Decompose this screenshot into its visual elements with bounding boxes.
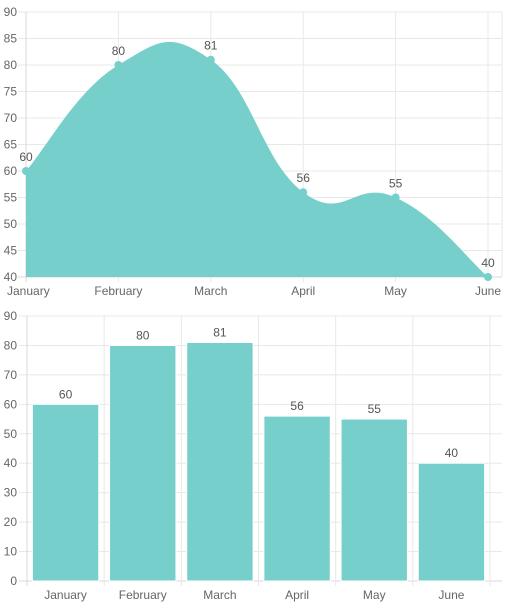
bar-data-label: 56 — [290, 399, 304, 413]
bar-data-label: 81 — [213, 326, 227, 340]
area-y-tick-label: 45 — [4, 244, 18, 258]
area-x-axis: January February March April May June — [7, 284, 501, 298]
bar-chart: 0 10 20 30 40 50 60 70 80 90 January February March… — [4, 309, 502, 602]
area-data-label: 81 — [204, 39, 218, 53]
area-x-tick-label: June — [475, 284, 501, 298]
area-x-tick-label: March — [194, 284, 227, 298]
area-x-tick-label: May — [384, 284, 407, 298]
area-data-label: 55 — [389, 177, 403, 191]
area-x-tick-label: April — [291, 284, 315, 298]
area-series-points — [22, 55, 492, 281]
area-y-tick-label: 85 — [4, 32, 18, 46]
area-y-tick-label: 40 — [4, 270, 18, 284]
area-y-tick-label: 75 — [4, 85, 18, 99]
bar-y-axis: 0 10 20 30 40 50 60 70 80 90 — [4, 309, 18, 588]
bar-x-tick-label: February — [119, 588, 167, 602]
area-data-label: 56 — [297, 171, 311, 185]
area-data-label: 40 — [481, 256, 495, 270]
bar-y-tick-label: 90 — [4, 309, 18, 323]
bar-series — [31, 342, 486, 582]
bar-x-tick-label: March — [203, 588, 236, 602]
bar-y-tick-label: 60 — [4, 397, 18, 411]
area-x-tick-label: January — [7, 284, 50, 298]
bar-data-label: 60 — [59, 387, 73, 401]
bar — [31, 403, 100, 582]
bar-data-label: 80 — [136, 328, 150, 342]
bar-x-tick-label: May — [363, 588, 386, 602]
bar — [186, 342, 254, 582]
bar-y-tick-label: 70 — [4, 368, 18, 382]
bar-y-tick-label: 40 — [4, 456, 18, 470]
area-y-tick-label: 70 — [4, 111, 18, 125]
area-series-fill — [26, 41, 488, 278]
area-data-labels: 60 80 81 56 55 40 — [19, 39, 495, 270]
bar-data-labels: 60 80 81 56 55 40 — [59, 326, 459, 461]
bar-y-tick-label: 10 — [4, 545, 18, 559]
bar-y-tick-label: 30 — [4, 486, 18, 500]
area-y-tick-label: 55 — [4, 191, 18, 205]
bar-y-tick-label: 80 — [4, 338, 18, 352]
area-data-point — [22, 167, 30, 175]
area-data-point — [484, 273, 492, 281]
area-data-point — [299, 188, 308, 197]
bar-x-tick-label: April — [285, 588, 309, 602]
bar — [417, 462, 486, 582]
bar — [340, 418, 408, 582]
area-data-label: 60 — [19, 150, 33, 164]
area-data-point — [114, 61, 123, 69]
area-x-tick-label: February — [94, 284, 142, 298]
bar-data-label: 40 — [445, 446, 459, 460]
bar-x-axis: January February March April May June — [44, 588, 465, 602]
area-y-tick-label: 90 — [4, 5, 18, 19]
bar-y-tick-label: 50 — [4, 427, 18, 441]
bar-x-tick-label: January — [44, 588, 87, 602]
bar-y-tick-label: 20 — [4, 515, 18, 529]
area-data-point — [206, 55, 215, 64]
area-data-point — [391, 193, 400, 202]
bar — [109, 344, 177, 582]
bar-data-label: 55 — [368, 402, 382, 416]
bar-x-tick-label: June — [438, 588, 464, 602]
area-y-tick-label: 50 — [4, 217, 18, 231]
area-y-tick-label: 65 — [4, 138, 18, 152]
bar-y-tick-label: 0 — [10, 574, 17, 588]
area-y-tick-label: 80 — [4, 58, 18, 72]
area-data-label: 80 — [112, 44, 126, 58]
area-y-tick-label: 60 — [4, 164, 18, 178]
area-y-axis: 40 45 50 55 60 65 70 75 80 85 90 — [4, 5, 18, 284]
bar — [263, 415, 331, 582]
